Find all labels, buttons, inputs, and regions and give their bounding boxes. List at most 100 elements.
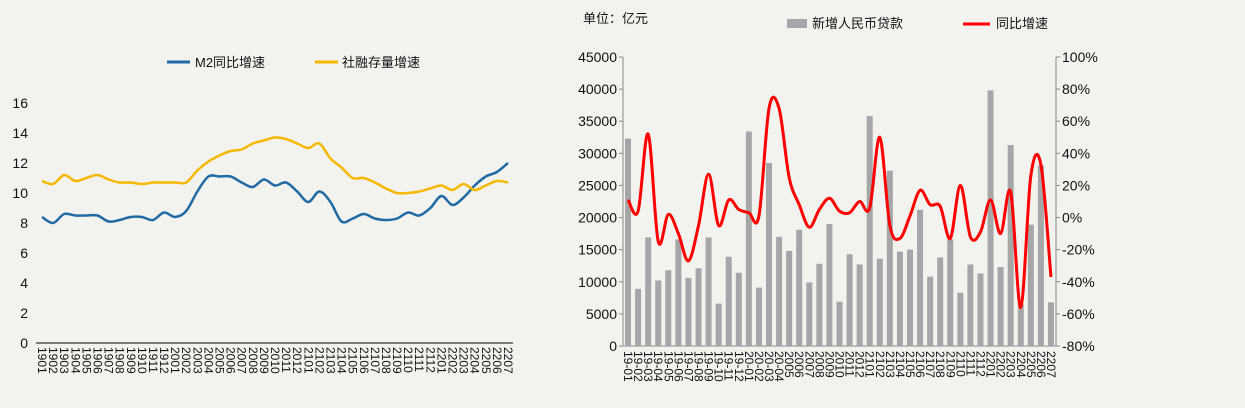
x-tick-label: 2203 <box>1004 351 1018 378</box>
x-tick-label: 2112 <box>973 351 987 377</box>
y2-tick-label: 80% <box>1062 81 1090 97</box>
y-tick-label: 5000 <box>586 306 617 322</box>
x-tick-label: 2011 <box>279 347 293 373</box>
x-tick-label: 2203 <box>457 347 471 374</box>
x-tick-label: 2202 <box>994 351 1008 378</box>
loan-bar <box>1027 224 1034 346</box>
y-tick-label: 4 <box>20 275 28 291</box>
x-tick-label: 2204 <box>468 347 482 374</box>
x-tick-label: 2007 <box>802 351 816 378</box>
x-tick-label: 1904 <box>68 347 82 374</box>
x-tick-label: 19-05 <box>661 351 675 382</box>
loan-bar <box>866 116 873 346</box>
x-tick-label: 2105 <box>903 351 917 378</box>
x-tick-label: 2204 <box>1014 351 1028 378</box>
y-tick-label: 14 <box>12 125 28 141</box>
loan-bar <box>645 237 652 346</box>
x-tick-label: 1906 <box>90 347 104 374</box>
loan-bar <box>1037 165 1044 346</box>
loan-bar <box>977 273 984 346</box>
loan-bar <box>947 239 954 346</box>
x-tick-label: 2206 <box>1034 351 1048 378</box>
x-tick-label: 20-02 <box>752 351 766 382</box>
loan-bar <box>786 250 793 346</box>
x-tick-label: 2009 <box>257 347 271 374</box>
legend-label: 社融存量增速 <box>342 55 420 70</box>
x-tick-label: 2109 <box>390 347 404 374</box>
loan-bar <box>937 257 944 346</box>
y2-tick-label: 60% <box>1062 113 1090 129</box>
loan-bar <box>896 251 903 346</box>
loan-bar <box>685 277 692 346</box>
y2-tick-label: 100% <box>1062 49 1098 65</box>
x-tick-label: 19-03 <box>641 351 655 382</box>
loan-bar <box>856 264 863 346</box>
loan-bar <box>927 276 934 346</box>
unit-label: 单位：亿元 <box>583 11 648 26</box>
x-tick-label: 1910 <box>135 347 149 374</box>
loan-bar <box>705 237 712 346</box>
loan-bar <box>836 301 843 346</box>
x-tick-label: 20-04 <box>772 351 786 382</box>
x-tick-label: 2101 <box>863 351 877 378</box>
loan-bar <box>625 138 632 346</box>
loan-bar <box>997 267 1004 346</box>
x-tick-label: 2106 <box>913 351 927 378</box>
loan-bar <box>695 268 702 346</box>
x-tick-label: 19-08 <box>692 351 706 382</box>
x-tick-label: 1902 <box>46 347 60 374</box>
x-tick-label: 19-11 <box>722 351 736 381</box>
y-tick-label: 25000 <box>578 177 617 193</box>
x-tick-label: 2105 <box>346 347 360 374</box>
x-tick-label: 20-01 <box>742 351 756 382</box>
x-tick-label: 2104 <box>335 347 349 374</box>
loan-bar <box>1017 304 1024 346</box>
x-tick-label: 2111 <box>412 347 426 372</box>
loan-bar <box>745 131 752 346</box>
legend-swatch <box>787 19 807 28</box>
loan-bar <box>766 162 773 346</box>
x-tick-label: 2012 <box>853 351 867 378</box>
x-tick-label: 2103 <box>323 347 337 374</box>
loan-bar <box>776 236 783 346</box>
x-tick-label: 1907 <box>102 347 116 374</box>
x-tick-label: 2202 <box>446 347 460 374</box>
series-line-m2 <box>41 162 509 225</box>
x-tick-label: 19-07 <box>681 351 695 382</box>
x-tick-label: 1905 <box>79 347 93 374</box>
y2-tick-label: -80% <box>1062 338 1095 354</box>
loan-bar <box>755 287 762 346</box>
loan-bar <box>665 270 672 346</box>
y-tick-label: 45000 <box>578 49 617 65</box>
loan-bar <box>1007 144 1014 346</box>
y2-tick-label: 20% <box>1062 177 1090 193</box>
x-tick-label: 19-10 <box>712 351 726 382</box>
y-tick-label: 10000 <box>578 274 617 290</box>
x-tick-label: 2109 <box>943 351 957 378</box>
x-tick-label: 2111 <box>963 351 977 376</box>
y2-tick-label: 0% <box>1062 210 1082 226</box>
x-tick-label: 2112 <box>423 347 437 373</box>
x-tick-label: 19-12 <box>732 351 746 382</box>
x-tick-label: 2108 <box>933 351 947 378</box>
loan-bar <box>675 239 682 346</box>
x-tick-label: 2102 <box>312 347 326 374</box>
x-tick-label: 2007 <box>235 347 249 374</box>
x-tick-label: 20-03 <box>762 351 776 382</box>
y-tick-label: 15000 <box>578 242 617 258</box>
loan-bar <box>846 254 853 346</box>
loan-bar <box>876 258 883 346</box>
x-tick-label: 2108 <box>379 347 393 374</box>
y-tick-label: 16 <box>12 95 28 111</box>
loan-bar <box>987 90 994 346</box>
loan-bar <box>796 229 803 346</box>
x-tick-label: 19-02 <box>631 351 645 382</box>
legend-label: M2同比增速 <box>195 55 265 70</box>
y-tick-label: 0 <box>20 335 28 351</box>
x-tick-label: 2201 <box>984 351 998 378</box>
x-tick-label: 2009 <box>822 351 836 378</box>
x-tick-label: 2010 <box>833 351 847 378</box>
y-tick-label: 40000 <box>578 81 617 97</box>
y2-tick-label: 40% <box>1062 145 1090 161</box>
